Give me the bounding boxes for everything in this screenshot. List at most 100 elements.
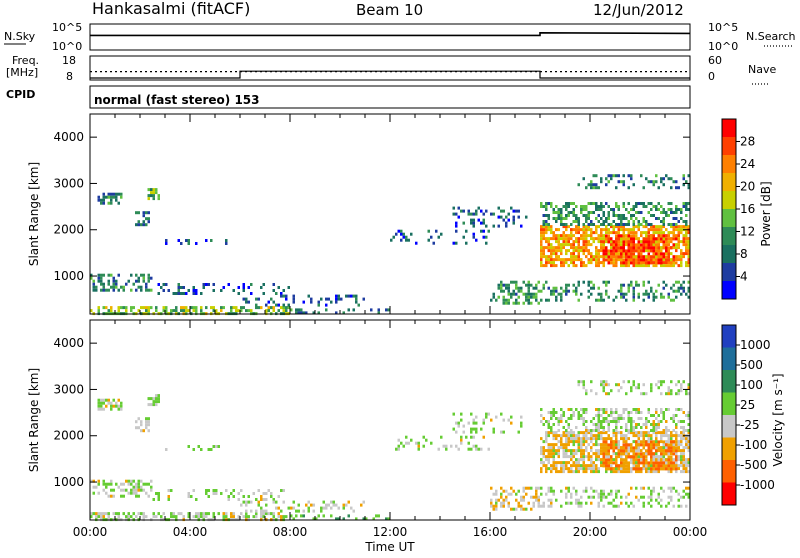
- scatter-cell: [172, 292, 175, 295]
- scatter-cell: [335, 294, 338, 298]
- scatter-cell: [102, 195, 105, 199]
- scatter-cell: [580, 249, 583, 253]
- scatter-cell: [682, 234, 685, 238]
- scatter-cell: [540, 228, 543, 232]
- scatter-cell: [600, 449, 603, 453]
- scatter-cell: [540, 504, 543, 508]
- scatter-cell: [655, 452, 658, 456]
- scatter-cell: [112, 398, 115, 402]
- scatter-cell: [662, 264, 665, 268]
- scatter-cell: [657, 446, 660, 450]
- scatter-cell: [625, 252, 628, 256]
- scatter-cell: [100, 279, 103, 283]
- scatter-cell: [577, 464, 580, 468]
- scatter-cell: [667, 208, 670, 211]
- scatter-cell: [617, 443, 620, 447]
- scatter-cell: [145, 223, 148, 227]
- scatter-cell: [680, 258, 683, 262]
- scatter-cell: [550, 252, 553, 256]
- scatter-cell: [627, 470, 630, 474]
- scatter-cell: [452, 206, 455, 210]
- scatter-cell: [255, 509, 258, 513]
- colorbar-segment: [722, 155, 736, 174]
- scatter-cell: [595, 255, 598, 259]
- scatter-cell: [642, 495, 645, 499]
- scatter-cell: [642, 186, 645, 190]
- scatter-cell: [537, 280, 540, 284]
- scatter-cell: [100, 201, 103, 205]
- scatter-cell: [662, 414, 665, 417]
- scatter-cell: [655, 228, 658, 232]
- colorbar-segment: [722, 482, 736, 506]
- scatter-cell: [250, 283, 253, 286]
- scatter-cell: [670, 258, 673, 262]
- scatter-cell: [110, 306, 113, 310]
- scatter-cell: [652, 240, 655, 244]
- scatter-cell: [655, 252, 658, 256]
- scatter-cell: [605, 437, 608, 441]
- scatter-cell: [632, 289, 635, 293]
- scatter-cell: [580, 437, 583, 441]
- scatter-cell: [280, 489, 283, 492]
- scatter-cell: [542, 501, 545, 505]
- nsky-label: N.Sky: [4, 30, 36, 43]
- scatter-cell: [622, 458, 625, 462]
- scatter-cell: [325, 308, 328, 312]
- scatter-cell: [662, 449, 665, 453]
- scatter-cell: [245, 515, 248, 519]
- scatter-cell: [277, 309, 280, 313]
- scatter-cell: [655, 437, 658, 441]
- scatter-cell: [567, 449, 570, 453]
- scatter-cell: [550, 417, 553, 420]
- scatter-cell: [137, 309, 140, 313]
- scatter-cell: [585, 411, 588, 414]
- scatter-cell: [615, 411, 618, 414]
- scatter-cell: [660, 234, 663, 238]
- scatter-cell: [607, 446, 610, 450]
- scatter-cell: [545, 280, 548, 284]
- scatter-cell: [607, 237, 610, 241]
- scatter-cell: [585, 449, 588, 453]
- scatter-cell: [510, 486, 513, 490]
- scatter-cell: [657, 443, 660, 447]
- scatter-cell: [187, 289, 190, 292]
- scatter-cell: [600, 498, 603, 502]
- scatter-cell: [607, 205, 610, 208]
- scatter-cell: [242, 515, 245, 519]
- scatter-cell: [672, 440, 675, 444]
- scatter-cell: [647, 243, 650, 247]
- scatter-cell: [680, 231, 683, 235]
- scatter-cell: [590, 220, 593, 223]
- scatter-cell: [575, 501, 578, 505]
- scatter-cell: [627, 443, 630, 447]
- scatter-cell: [650, 434, 653, 438]
- scatter-cell: [620, 495, 623, 499]
- scatter-cell: [532, 286, 535, 290]
- scatter-cell: [675, 446, 678, 450]
- scatter-cell: [97, 306, 100, 310]
- scatter-cell: [627, 283, 630, 287]
- scatter-cell: [667, 243, 670, 247]
- scatter-cell: [260, 286, 263, 289]
- scatter-cell: [562, 443, 565, 447]
- scatter-cell: [525, 486, 528, 490]
- scatter-cell: [590, 461, 593, 465]
- scatter-cell: [685, 208, 688, 211]
- scatter-cell: [565, 283, 568, 287]
- scatter-cell: [480, 221, 483, 225]
- scatter-cell: [655, 464, 658, 468]
- scatter-cell: [650, 228, 653, 232]
- scatter-cell: [665, 449, 668, 453]
- scatter-cell: [667, 486, 670, 490]
- scatter-cell: [522, 495, 525, 499]
- scatter-cell: [570, 449, 573, 453]
- scatter-cell: [547, 223, 550, 226]
- scatter-cell: [570, 455, 573, 459]
- scatter-cell: [270, 495, 273, 498]
- scatter-cell: [622, 295, 625, 299]
- scatter-cell: [667, 234, 670, 238]
- scatter-cell: [650, 255, 653, 259]
- scatter-cell: [427, 238, 430, 242]
- scatter-cell: [670, 437, 673, 441]
